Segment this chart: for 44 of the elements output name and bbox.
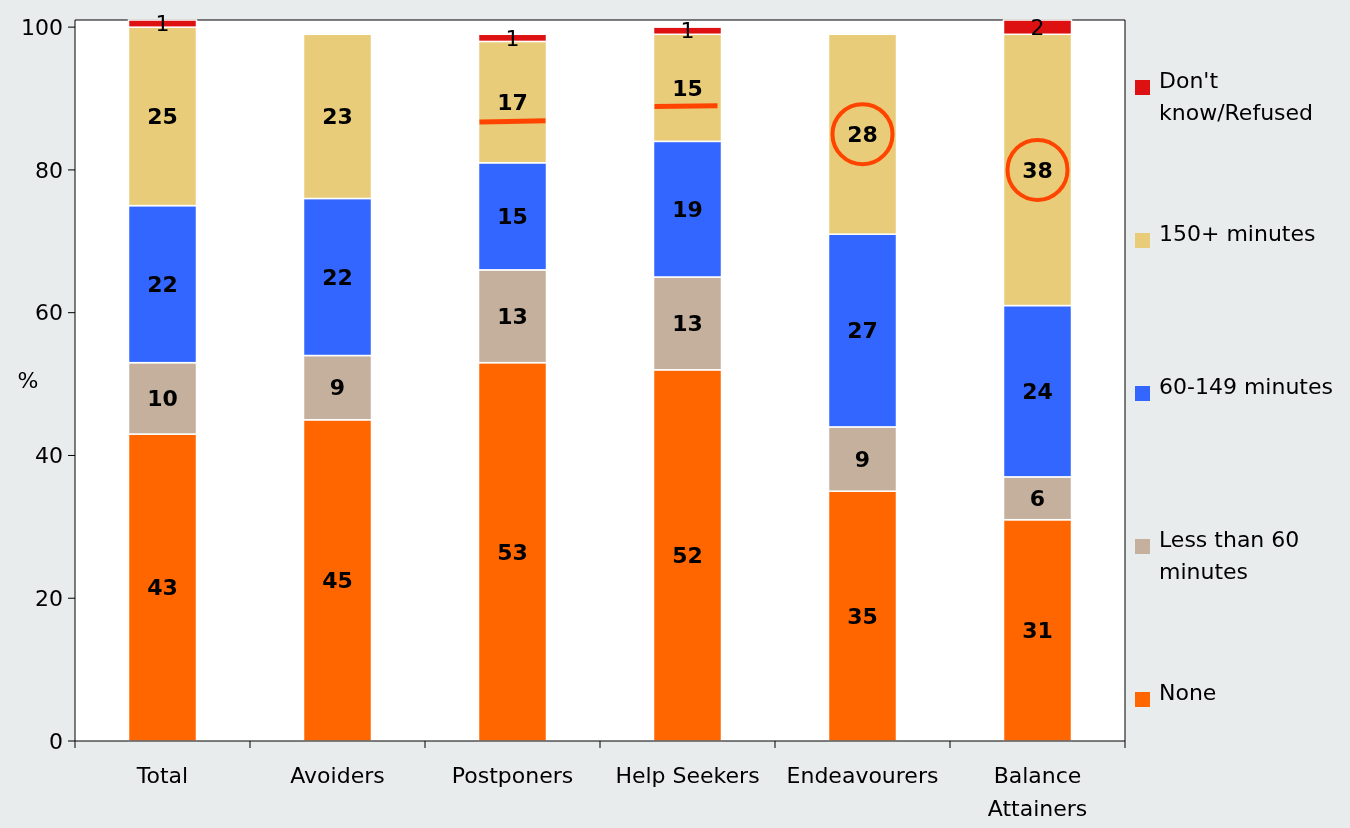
data-label: 19 (672, 196, 703, 222)
data-label: 1 (155, 11, 170, 37)
legend-label: 150+ minutes (1159, 221, 1316, 246)
x-tick-label: Endeavourers (786, 763, 939, 788)
y-axis-title: % (17, 368, 39, 394)
data-label: 13 (672, 311, 703, 337)
data-label: 31 (1022, 618, 1053, 644)
data-label: 9 (329, 375, 346, 401)
x-tick-label: Postponers (451, 763, 574, 788)
data-label: 10 (147, 386, 178, 412)
data-label: 43 (147, 575, 178, 601)
data-label: 2 (1030, 14, 1045, 40)
x-tick-label: Avoiders (290, 763, 385, 788)
y-tick-label: 40 (35, 443, 63, 469)
y-tick-label: 20 (35, 585, 63, 611)
data-label: 9 (854, 446, 871, 472)
data-label: 38 (1022, 157, 1053, 183)
legend-label: None (1159, 680, 1217, 705)
data-label: 35 (847, 603, 878, 629)
legend-label: Don't know/Refused (1159, 68, 1314, 125)
data-label: 15 (497, 204, 528, 230)
data-label: 6 (1029, 485, 1046, 511)
y-tick-label: 60 (35, 300, 63, 326)
data-label: 15 (672, 75, 703, 101)
x-tick-label: Total (135, 763, 189, 788)
legend-label: Less than 60 minutes (1159, 527, 1300, 584)
data-label: 22 (147, 271, 178, 297)
data-label: 27 (847, 318, 878, 344)
y-tick-label: 80 (35, 157, 63, 183)
legend-label: 60-149 minutes (1159, 374, 1333, 399)
data-label: 52 (672, 543, 703, 569)
data-label: 23 (322, 104, 353, 130)
data-label: 25 (147, 104, 178, 130)
data-label: 45 (322, 568, 353, 594)
data-label: 28 (847, 121, 878, 147)
data-label: 22 (322, 264, 353, 290)
y-tick-label: 0 (49, 728, 63, 754)
x-tick-label: Balance Attainers (987, 763, 1088, 821)
data-label: 13 (497, 303, 528, 329)
x-tick-label: Help Seekers (615, 763, 760, 788)
y-tick-label: 100 (21, 14, 63, 40)
data-label: 53 (497, 539, 528, 565)
data-label: 17 (497, 89, 528, 115)
data-label: 24 (1022, 378, 1053, 404)
